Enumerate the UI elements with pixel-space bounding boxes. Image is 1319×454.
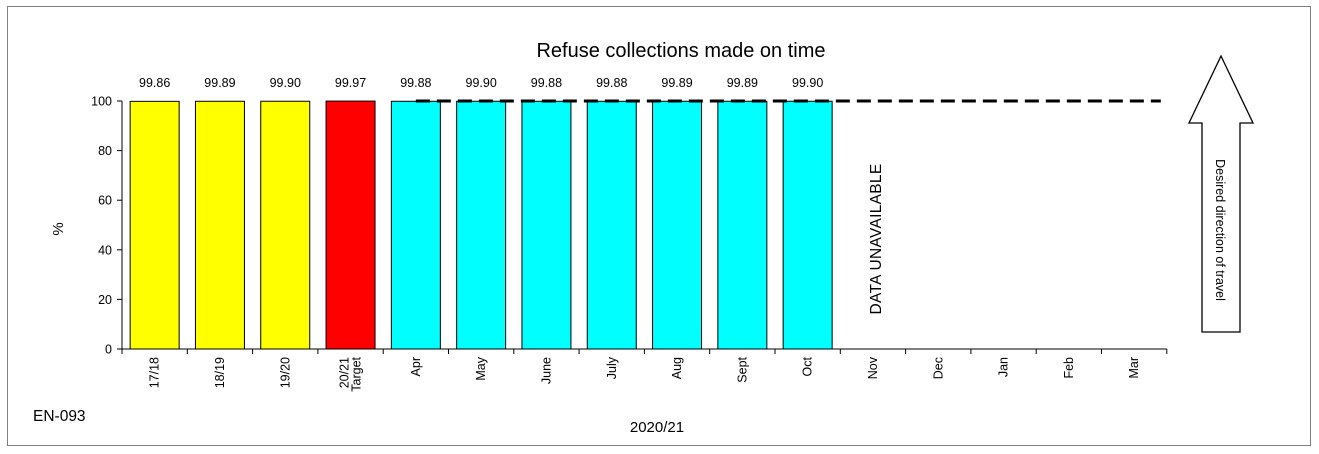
- data-label: 99.90: [270, 76, 301, 90]
- x-tick-label-line: Sept: [735, 356, 749, 382]
- x-axis: 17/18 18/19 19/20 Target20/21 Apr May June July…: [121, 348, 1168, 392]
- x-tick-label: 17/18: [148, 357, 162, 388]
- x-tick-label-line: 20/21: [338, 357, 352, 388]
- x-tick-label-line: July: [605, 356, 619, 379]
- data-label: 99.89: [727, 76, 758, 90]
- y-tick-label: 80: [98, 144, 112, 158]
- x-tick-label: Oct: [801, 356, 815, 376]
- bar: [129, 100, 180, 350]
- x-tick-label-line: 19/20: [278, 357, 292, 388]
- bar-chart: Refuse collections made on time 0 20 40 60 8…: [33, 40, 1255, 436]
- x-tick-label-line: Mar: [1127, 357, 1141, 379]
- bar: [325, 100, 376, 350]
- x-tick-label: 19/20: [278, 357, 292, 388]
- x-tick-label-line: Jan: [997, 357, 1011, 377]
- chart-title: Refuse collections made on time: [536, 40, 825, 62]
- bar: [782, 100, 833, 350]
- data-label: 99.88: [596, 76, 627, 90]
- up-arrow-icon: [1187, 54, 1255, 333]
- x-tick-label: Dec: [931, 357, 945, 379]
- bar: [652, 100, 703, 350]
- data-label: 99.97: [335, 76, 366, 90]
- y-axis-title: %: [50, 222, 67, 235]
- bars: 99.86 99.89 99.90 99.97 99.88 99.90 99.88 99.88…: [129, 76, 833, 350]
- y-tick-label: 0: [105, 343, 112, 357]
- y-tick-label: 20: [98, 293, 112, 307]
- x-tick-label: 18/19: [213, 357, 227, 388]
- x-tick-label-line: Nov: [866, 356, 880, 379]
- direction-label: Desired direction of travel: [1213, 159, 1227, 301]
- bar: [586, 100, 637, 350]
- x-tick-label-line: 18/19: [213, 357, 227, 388]
- x-tick-label-line: Target: [350, 356, 364, 391]
- bar: [717, 100, 768, 350]
- y-tick-label: 40: [98, 243, 112, 257]
- data-label: 99.90: [466, 76, 497, 90]
- y-tick-label: 60: [98, 194, 112, 208]
- bar: [390, 100, 441, 350]
- x-tick-label-line: June: [539, 357, 553, 384]
- chart-code: EN-093: [33, 408, 86, 425]
- x-tick-label: Mar: [1127, 357, 1141, 379]
- data-label: 99.89: [204, 76, 235, 90]
- bar: [194, 100, 245, 350]
- x-tick-label: Jan: [997, 357, 1011, 377]
- y-axis: 0 20 40 60 80 100: [91, 95, 123, 357]
- x-tick-label-line: 17/18: [148, 357, 162, 388]
- desired-direction-arrow: Desired direction of travel: [1187, 54, 1255, 333]
- x-tick-label-line: Oct: [801, 356, 815, 376]
- x-tick-label: May: [474, 356, 488, 380]
- y-tick-label: 100: [91, 95, 112, 109]
- x-tick-label-line: Aug: [670, 357, 684, 379]
- data-label: 99.89: [661, 76, 692, 90]
- x-axis-title: 2020/21: [630, 419, 684, 436]
- x-tick-label-line: May: [474, 356, 488, 380]
- x-tick-label: Aug: [670, 357, 684, 379]
- x-tick-label-line: Dec: [931, 357, 945, 379]
- data-label: 99.88: [400, 76, 431, 90]
- x-tick-label-line: Apr: [409, 357, 423, 376]
- x-tick-label: Target20/21: [338, 356, 364, 391]
- chart-frame: Refuse collections made on time 0 20 40 60 8…: [7, 6, 1311, 446]
- x-tick-label-line: Feb: [1062, 357, 1076, 379]
- bar: [521, 100, 572, 350]
- x-tick-label: June: [539, 357, 553, 384]
- x-tick-label: Feb: [1062, 357, 1076, 379]
- x-tick-label: Apr: [409, 357, 423, 376]
- data-label: 99.90: [792, 76, 823, 90]
- x-tick-label: Nov: [866, 356, 880, 379]
- bar: [260, 100, 311, 350]
- data-label: 99.88: [531, 76, 562, 90]
- data-unavailable-annotation: DATA UNAVAILABLE: [868, 164, 885, 315]
- x-tick-label: July: [605, 356, 619, 379]
- x-tick-label: Sept: [735, 356, 749, 382]
- bar: [456, 100, 507, 350]
- data-label: 99.86: [139, 76, 170, 90]
